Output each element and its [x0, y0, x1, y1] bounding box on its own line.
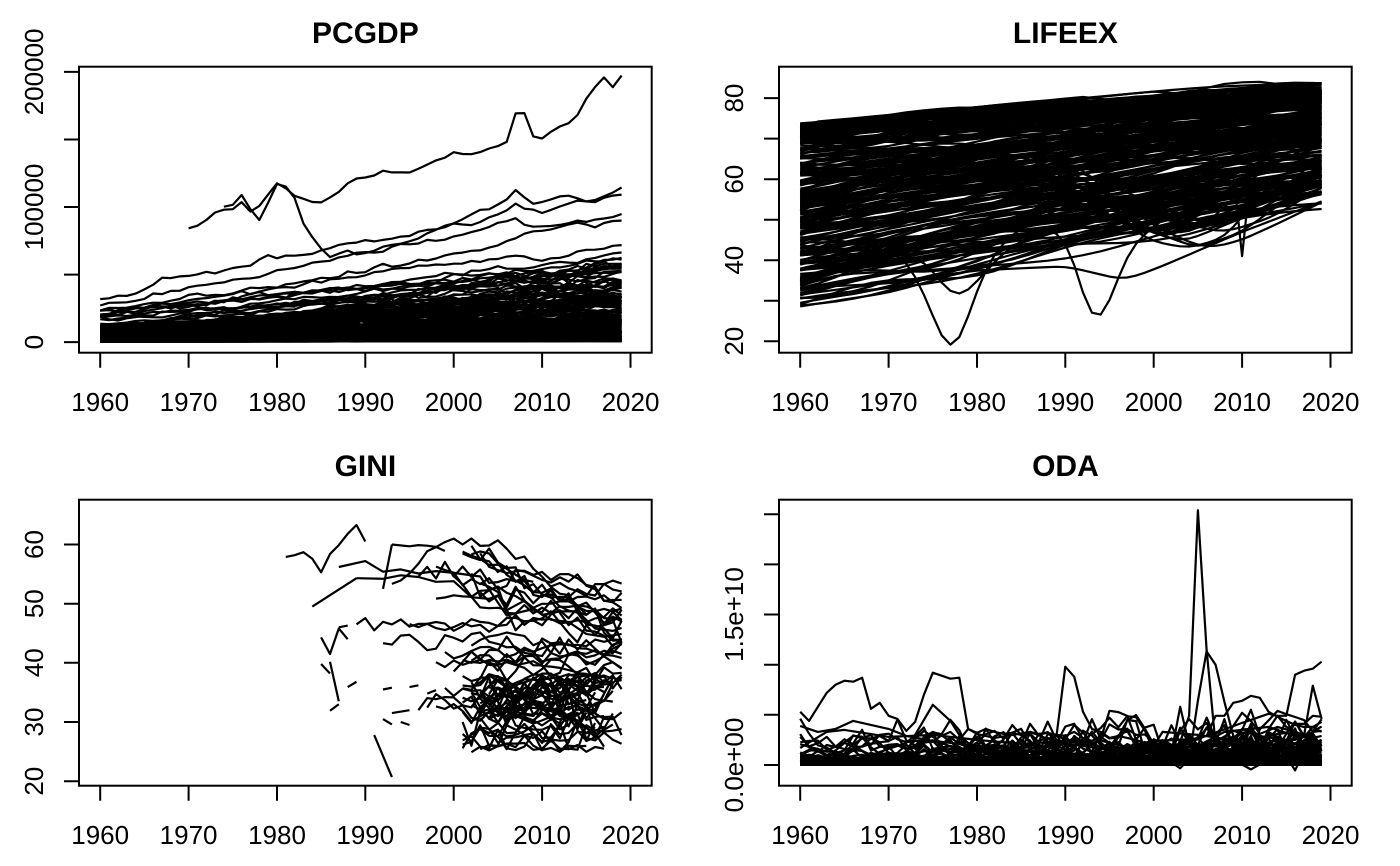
svg-text:2000: 2000 — [1125, 387, 1183, 417]
svg-text:PCGDP: PCGDP — [312, 17, 419, 50]
svg-text:1960: 1960 — [771, 820, 829, 850]
svg-text:2000: 2000 — [1125, 820, 1183, 850]
svg-text:40: 40 — [19, 648, 49, 677]
svg-text:1980: 1980 — [948, 387, 1006, 417]
svg-text:1980: 1980 — [948, 820, 1006, 850]
svg-text:1970: 1970 — [160, 387, 218, 417]
svg-text:100000: 100000 — [19, 164, 49, 251]
svg-text:ODA: ODA — [1032, 450, 1099, 483]
svg-text:60: 60 — [719, 165, 749, 194]
svg-text:1970: 1970 — [860, 387, 918, 417]
svg-text:1960: 1960 — [771, 387, 829, 417]
svg-text:2000: 2000 — [425, 387, 483, 417]
svg-text:2010: 2010 — [1213, 387, 1271, 417]
svg-text:GINI: GINI — [335, 450, 397, 483]
svg-text:LIFEEX: LIFEEX — [1013, 17, 1118, 50]
svg-text:1.5e+10: 1.5e+10 — [719, 567, 749, 662]
svg-text:20: 20 — [719, 327, 749, 356]
svg-text:1990: 1990 — [336, 387, 394, 417]
svg-text:20: 20 — [19, 767, 49, 796]
svg-text:0.0e+00: 0.0e+00 — [719, 718, 749, 813]
svg-text:1960: 1960 — [71, 387, 129, 417]
svg-text:2020: 2020 — [1302, 387, 1360, 417]
svg-text:2020: 2020 — [602, 820, 660, 850]
svg-text:2000: 2000 — [425, 820, 483, 850]
svg-text:2010: 2010 — [1213, 820, 1271, 850]
svg-text:2020: 2020 — [602, 387, 660, 417]
svg-text:1970: 1970 — [160, 820, 218, 850]
svg-text:50: 50 — [19, 589, 49, 618]
svg-text:1960: 1960 — [71, 820, 129, 850]
svg-text:1980: 1980 — [248, 387, 306, 417]
svg-text:30: 30 — [19, 708, 49, 737]
svg-text:80: 80 — [719, 84, 749, 113]
svg-text:60: 60 — [19, 530, 49, 559]
svg-text:200000: 200000 — [19, 29, 49, 116]
svg-text:1990: 1990 — [336, 820, 394, 850]
svg-text:1990: 1990 — [1036, 820, 1094, 850]
svg-text:1990: 1990 — [1036, 387, 1094, 417]
svg-text:2010: 2010 — [513, 820, 571, 850]
svg-text:0: 0 — [19, 335, 49, 349]
svg-text:1980: 1980 — [248, 820, 306, 850]
svg-text:40: 40 — [719, 246, 749, 275]
svg-text:2020: 2020 — [1302, 820, 1360, 850]
svg-text:1970: 1970 — [860, 820, 918, 850]
svg-text:2010: 2010 — [513, 387, 571, 417]
